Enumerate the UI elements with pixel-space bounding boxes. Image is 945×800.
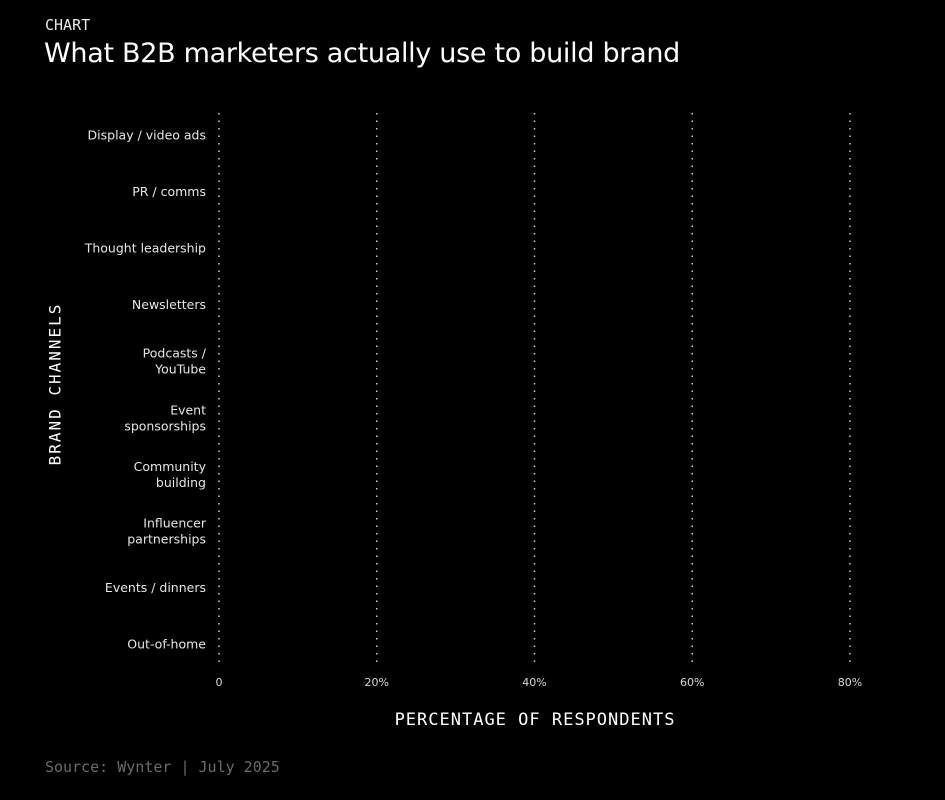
- x-tick-label: 40%: [522, 676, 546, 689]
- y-category-label: Events / dinners: [105, 580, 206, 595]
- y-category-label: Community building: [134, 459, 207, 490]
- chart-title: What B2B marketers actually use to build…: [44, 38, 680, 69]
- y-category-label: Display / video ads: [88, 127, 206, 142]
- y-category-label: PR / comms: [132, 184, 206, 199]
- y-category-label: Podcasts / YouTube: [143, 346, 207, 377]
- x-tick-label: 20%: [365, 676, 389, 689]
- x-tick-label: 0: [216, 676, 223, 689]
- y-category-label: Influencer partnerships: [127, 516, 207, 547]
- chart-kicker: CHART: [45, 16, 91, 34]
- y-category-label: Out-of-home: [127, 637, 206, 652]
- source-note: Source: Wynter | July 2025: [45, 758, 280, 776]
- x-axis-label: PERCENTAGE OF RESPONDENTS: [394, 710, 676, 730]
- y-category-label: Event sponsorships: [124, 402, 206, 433]
- x-tick-label: 80%: [838, 676, 862, 689]
- y-category-label: Thought leadership: [84, 241, 206, 256]
- y-category-label: Newsletters: [132, 297, 206, 312]
- x-tick-label: 60%: [680, 676, 704, 689]
